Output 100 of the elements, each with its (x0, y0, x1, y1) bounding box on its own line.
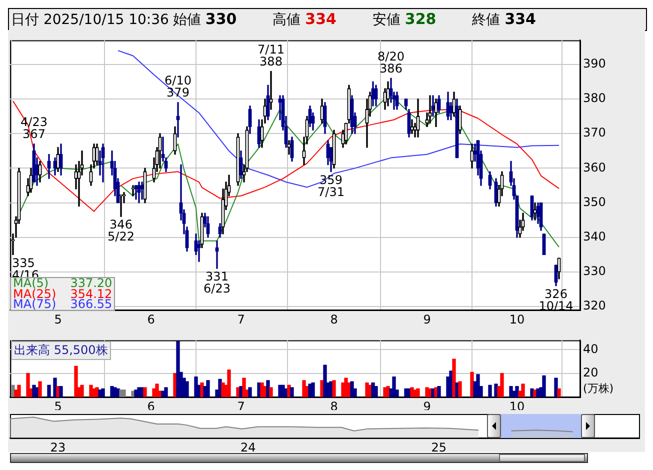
candlestick (143, 168, 147, 204)
bar (392, 376, 396, 397)
annotation: 346 5/22 (108, 218, 134, 244)
x-tick-label: 6 (147, 312, 155, 326)
candlestick (554, 264, 558, 286)
bar (53, 378, 57, 397)
y-tick-label: 340 (583, 229, 606, 244)
x-tick-label: 9 (423, 312, 431, 326)
y-tick-label: 390 (583, 56, 606, 71)
candlestick (428, 95, 432, 124)
chart-title: 出来高 55,500株 (11, 341, 111, 360)
candlestick (134, 185, 138, 200)
candlestick (248, 106, 252, 134)
candlestick (455, 98, 459, 158)
bar (266, 380, 270, 397)
candlestick (173, 126, 177, 155)
bar (47, 384, 51, 397)
candlestick (176, 102, 180, 138)
candlestick (434, 98, 438, 128)
candlestick (386, 81, 390, 106)
bar (227, 369, 231, 397)
candlestick (206, 216, 210, 238)
candlestick (374, 84, 378, 106)
bar (452, 358, 456, 397)
bar (248, 387, 252, 397)
candlestick (131, 185, 135, 196)
bar (374, 386, 378, 397)
bar (542, 375, 546, 397)
candlestick (239, 150, 243, 179)
candlestick (140, 182, 144, 200)
candlestick (458, 106, 462, 134)
candlestick (101, 144, 105, 182)
candlestick (59, 144, 63, 176)
bar (488, 384, 492, 397)
candlestick (431, 95, 435, 117)
bar (350, 381, 354, 397)
y-tick-label: 380 (583, 91, 606, 106)
candlestick (158, 133, 162, 169)
candlestick (542, 234, 546, 255)
bar (311, 382, 315, 397)
text: MA(75) 366.55 (13, 297, 112, 311)
candlestick (323, 102, 327, 134)
candlestick (416, 98, 420, 138)
bar (143, 387, 147, 397)
y-tick-label: 40 (583, 342, 598, 356)
bar (269, 387, 273, 397)
candlestick (539, 202, 543, 231)
bar (74, 366, 78, 397)
x-tick-label: 5 (54, 312, 62, 326)
candlestick (395, 92, 399, 110)
candlestick (350, 95, 354, 134)
candlestick (218, 223, 222, 238)
y-tick-label: 20 (583, 365, 598, 380)
bar (59, 386, 63, 397)
bar (206, 380, 210, 397)
x-tick-label: 24 (240, 440, 256, 454)
x-tick-label: 25 (431, 440, 447, 454)
candlestick (287, 140, 291, 155)
bar (416, 388, 420, 397)
bar (476, 374, 480, 397)
bar (554, 378, 558, 397)
bar (521, 384, 525, 397)
bar (515, 386, 519, 397)
text: 高値 334 (272, 10, 336, 28)
bar (155, 384, 159, 397)
x-tick-label: 8 (330, 312, 338, 326)
candlestick (332, 130, 336, 169)
text: 安値 328 (372, 10, 436, 28)
candlestick (38, 160, 42, 182)
candlestick (95, 144, 99, 166)
candlestick (119, 194, 123, 217)
bar (17, 384, 21, 397)
bar (38, 381, 42, 397)
x-tick-label: 23 (50, 440, 66, 454)
candlestick (407, 109, 411, 138)
text: 終値 334 (472, 10, 536, 28)
bar (509, 386, 513, 397)
bar (185, 381, 189, 397)
bar (500, 373, 504, 397)
candlestick (488, 171, 492, 190)
candlestick (200, 212, 204, 248)
bar (101, 388, 105, 397)
candlestick (410, 119, 414, 134)
bar (164, 387, 168, 397)
x-tick-label: 10 (509, 312, 525, 326)
candlestick (533, 202, 537, 220)
bar (95, 387, 99, 397)
bar (332, 380, 336, 397)
bar (80, 384, 84, 397)
bar (122, 390, 126, 397)
y-tick-label: 370 (583, 126, 606, 140)
candlestick (437, 95, 441, 114)
candlestick (470, 144, 474, 169)
bar (323, 364, 327, 397)
y-tick-label: 330 (583, 264, 606, 278)
y-tick-label: 320 (583, 298, 606, 313)
bar (302, 380, 306, 397)
text: 始値 330 (172, 10, 237, 28)
bar (290, 387, 294, 397)
candlestick (269, 71, 273, 110)
